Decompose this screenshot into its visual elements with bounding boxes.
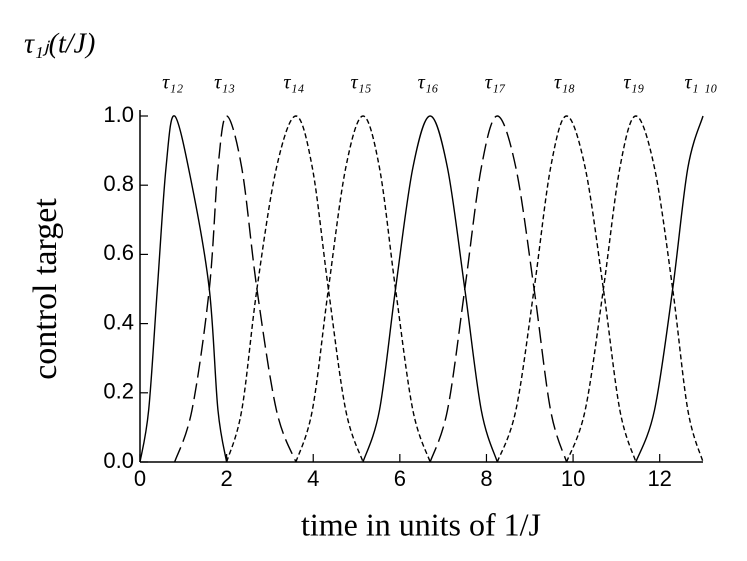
x-tick-label: 10 [561, 466, 585, 491]
series-label: τ₁ ₁₀ [684, 72, 717, 94]
series-line [429, 115, 568, 463]
series-line [173, 115, 297, 463]
series-line [362, 115, 498, 463]
x-tick-label: 6 [394, 466, 406, 491]
series-label: τ₁₄ [283, 72, 304, 94]
series-line [635, 115, 704, 463]
series-label: τ₁₅ [350, 72, 371, 94]
series-line [139, 115, 228, 463]
chart-title: τ₁ⱼ(t/J) [24, 28, 95, 59]
y-tick-label: 0.2 [103, 379, 134, 404]
y-tick-label: 0.0 [103, 448, 134, 473]
series-label: τ₁₉ [623, 72, 644, 94]
y-tick-label: 0.6 [103, 240, 134, 265]
x-axis-label: time in units of 1/J [301, 506, 541, 542]
y-tick-label: 0.4 [103, 309, 134, 334]
x-tick-label: 8 [480, 466, 492, 491]
series-label: τ₁₈ [554, 72, 575, 94]
y-tick-label: 0.8 [103, 171, 134, 196]
series-line [565, 115, 704, 463]
x-tick-label: 12 [647, 466, 671, 491]
series-line [496, 115, 637, 463]
series-label: τ₁₂ [162, 72, 183, 94]
y-tick-label: 1.0 [103, 102, 134, 127]
series-line [225, 115, 364, 463]
series-line [295, 115, 431, 463]
series-label: τ₁₆ [418, 72, 439, 94]
x-tick-label: 2 [220, 466, 232, 491]
x-tick-label: 4 [307, 466, 319, 491]
y-axis-label: control target [27, 198, 64, 380]
series-label: τ₁₇ [485, 72, 506, 94]
x-tick-label: 0 [134, 466, 146, 491]
series-label: τ₁₃ [214, 72, 235, 94]
